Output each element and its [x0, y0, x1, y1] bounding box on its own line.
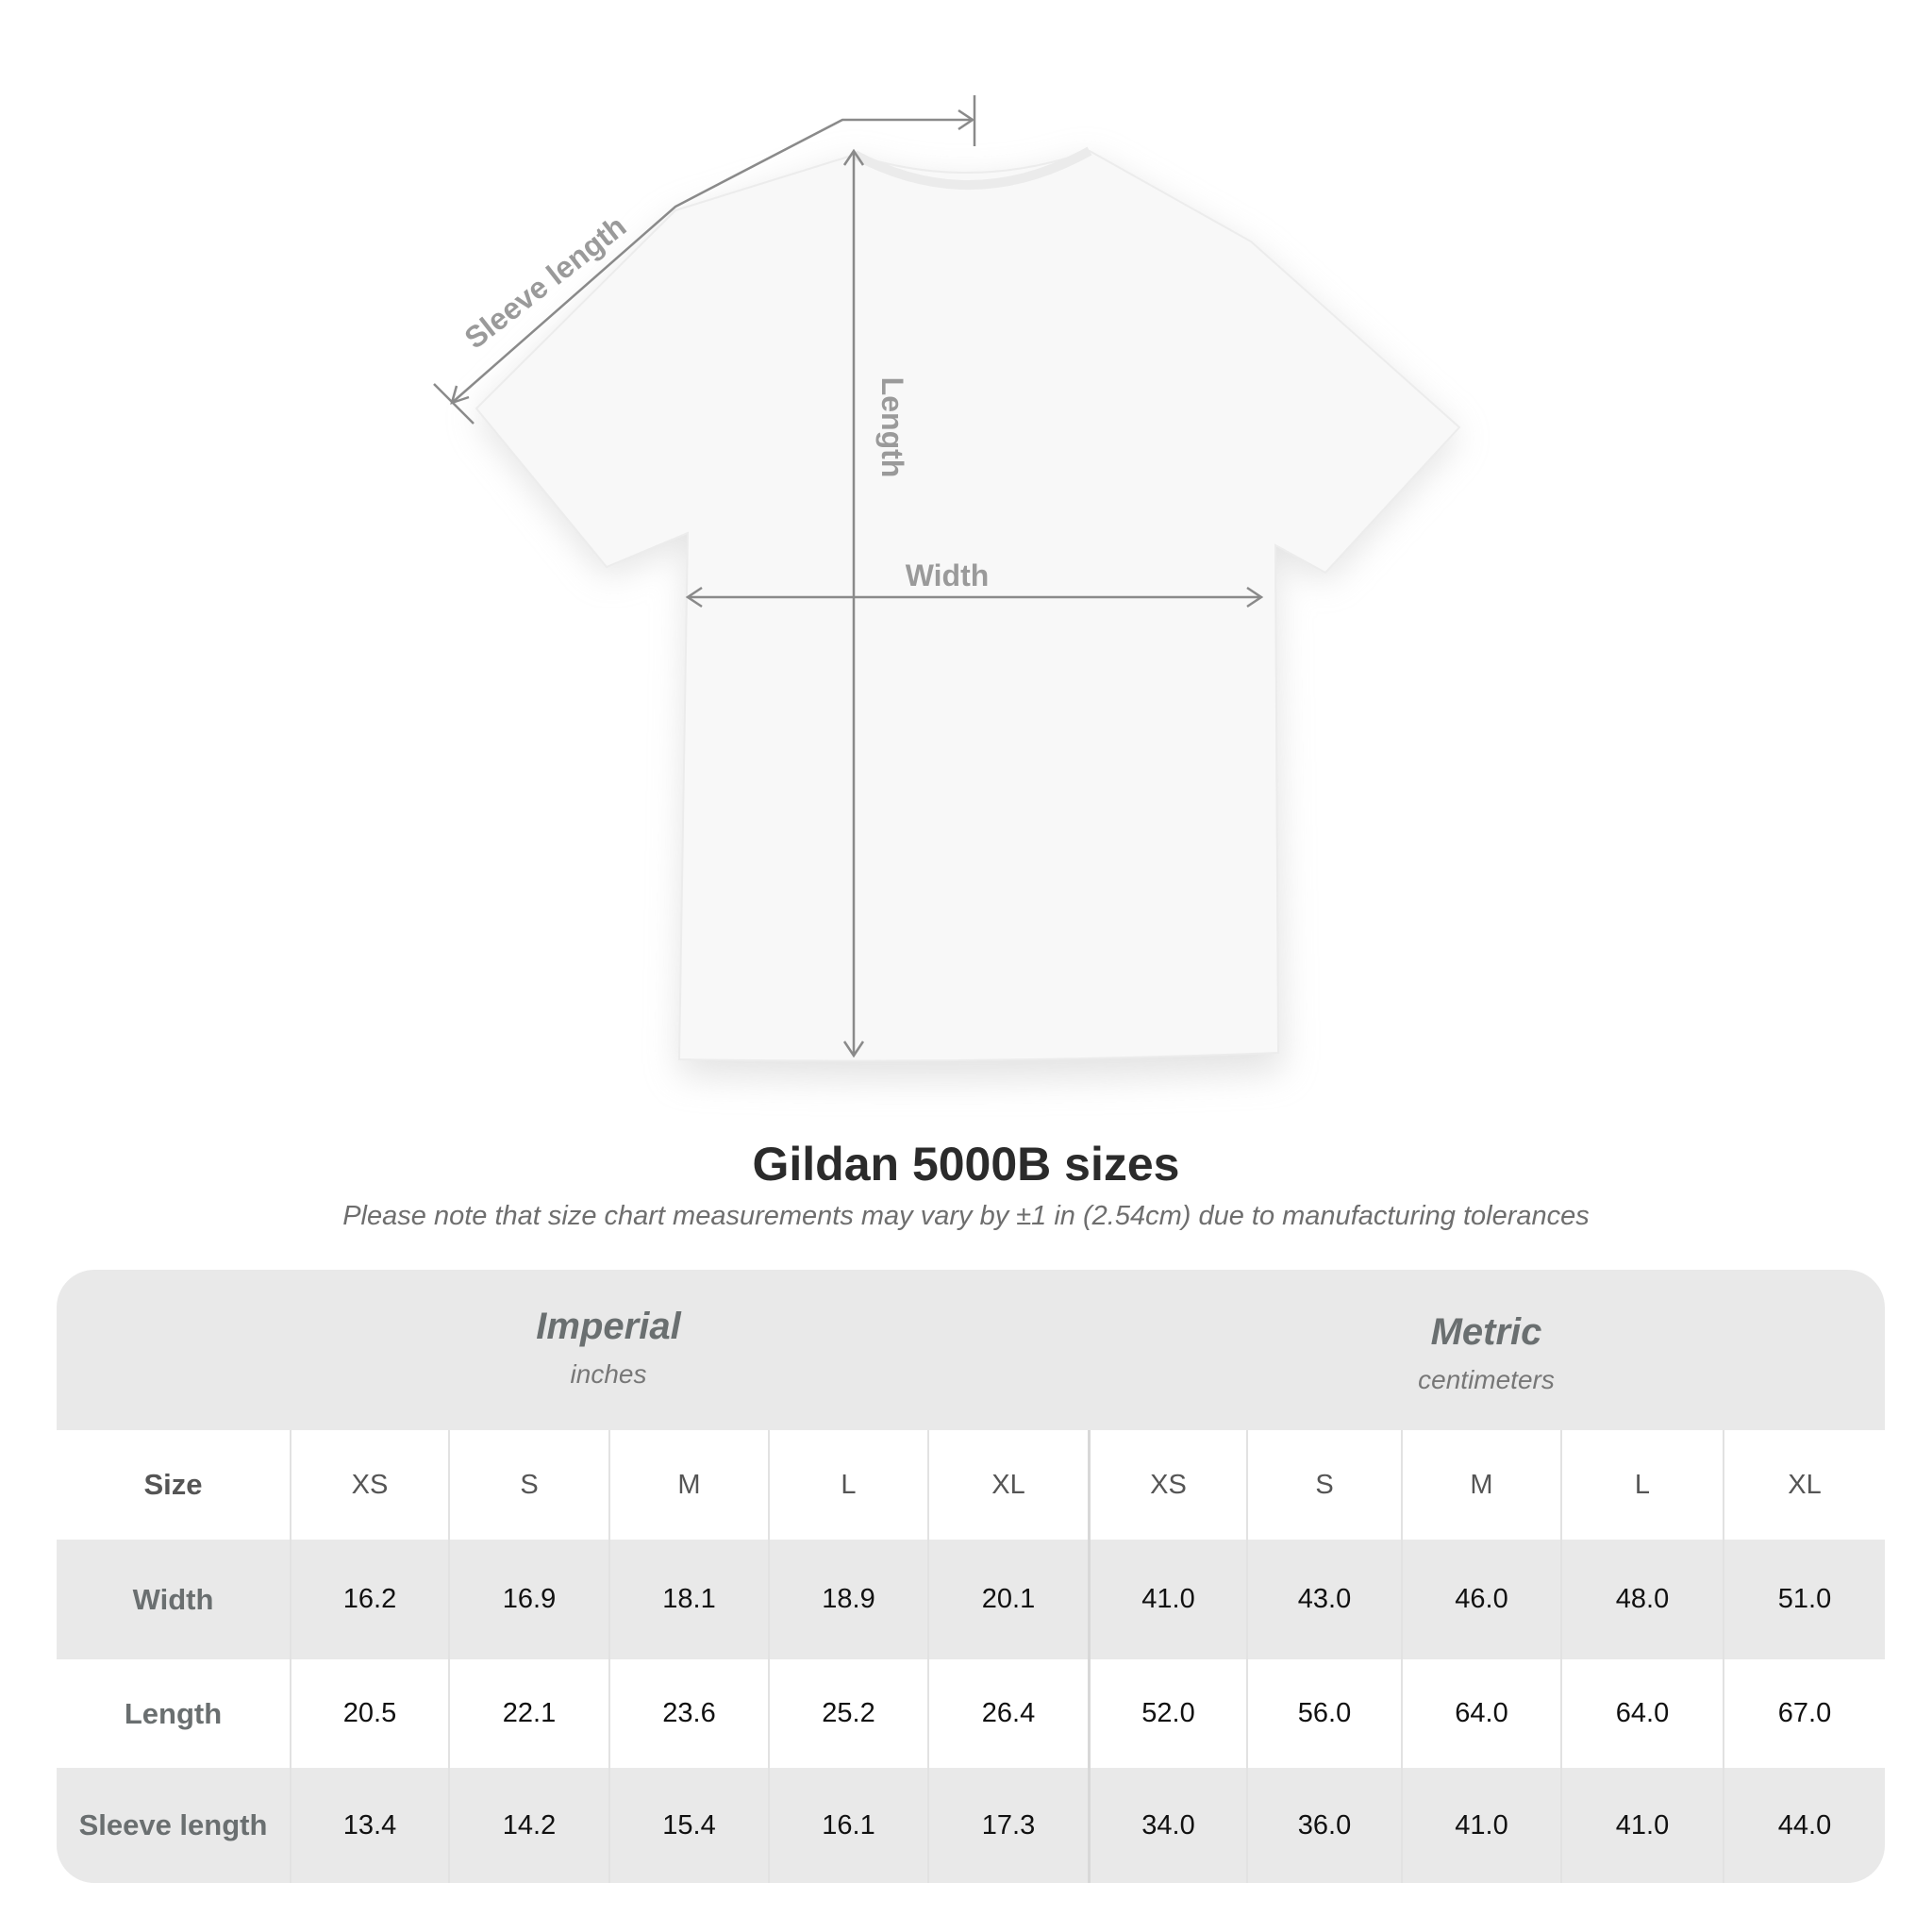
value-cell: 44.0	[1723, 1768, 1885, 1883]
value-cell: 64.0	[1560, 1659, 1723, 1768]
value-cell: 22.1	[448, 1659, 608, 1768]
measure-arrows	[433, 95, 1264, 1058]
group-name: Imperial	[536, 1306, 681, 1347]
value-cell: 41.0	[1088, 1540, 1246, 1659]
group-metric: Metric centimeters	[1088, 1311, 1885, 1395]
value-cell: 17.3	[927, 1768, 1088, 1883]
size-header-cell: XL	[927, 1430, 1088, 1540]
size-header-cell: L	[1560, 1430, 1723, 1540]
row-label: Length	[124, 1696, 223, 1730]
size-header-cell: XL	[1723, 1430, 1885, 1540]
value-cell: 20.5	[290, 1659, 448, 1768]
value-cell: 18.9	[768, 1540, 927, 1659]
value-cell: 16.9	[448, 1540, 608, 1659]
group-unit: centimeters	[1418, 1365, 1555, 1394]
page-title: Gildan 5000B sizes	[752, 1138, 1180, 1191]
value-cell: 18.1	[608, 1540, 768, 1659]
value-cell: 56.0	[1246, 1659, 1401, 1768]
value-cell: 16.2	[290, 1540, 448, 1659]
value-cell: 14.2	[448, 1768, 608, 1883]
value-cell: 46.0	[1401, 1540, 1560, 1659]
group-unit: inches	[570, 1359, 647, 1389]
value-cell: 13.4	[290, 1768, 448, 1883]
size-header-cell: M	[1401, 1430, 1560, 1540]
size-header-cell: M	[608, 1430, 768, 1540]
tshirt-diagram: Sleeve length Length Width	[433, 95, 1461, 1080]
value-cell: 52.0	[1088, 1659, 1246, 1768]
shirt-collar	[852, 146, 1092, 190]
table-row: Length 20.5 22.1 23.6 25.2 26.4 52.0 56.0 64.0 64…	[57, 1659, 1885, 1768]
value-cell: 67.0	[1723, 1659, 1885, 1768]
row-label: Sleeve length	[78, 1808, 268, 1841]
row-label: Width	[132, 1582, 214, 1616]
value-cell: 25.2	[768, 1659, 927, 1768]
value-cell: 16.1	[768, 1768, 927, 1883]
value-cell: 51.0	[1723, 1540, 1885, 1659]
tolerance-note: Please note that size chart measurements…	[342, 1201, 1590, 1231]
size-header-cell: S	[1246, 1430, 1401, 1540]
value-cell: 34.0	[1088, 1768, 1246, 1883]
group-name: Metric	[1430, 1311, 1542, 1353]
group-imperial: Imperial inches	[290, 1306, 927, 1390]
value-cell: 23.6	[608, 1659, 768, 1768]
shirt-body	[475, 149, 1461, 1062]
size-header-cell: XS	[1088, 1430, 1246, 1540]
width-label: Width	[906, 558, 990, 592]
size-header-cell: XS	[290, 1430, 448, 1540]
length-label: Length	[875, 377, 909, 478]
size-header-label: Size	[143, 1468, 203, 1501]
table-row: Sleeve length 13.4 14.2 15.4 16.1 17.3 34.0 36.…	[57, 1768, 1885, 1883]
sleeve-arrow	[451, 118, 973, 404]
table-group-header: Imperial inches Metric centimeters	[57, 1270, 1885, 1430]
value-cell: 36.0	[1246, 1768, 1401, 1883]
value-cell: 15.4	[608, 1768, 768, 1883]
size-header-cell: S	[448, 1430, 608, 1540]
size-table: Imperial inches Metric centimeters Size X…	[57, 1270, 1885, 1883]
size-header-cell: L	[768, 1430, 927, 1540]
size-header-row: Size XS S M L XL XS S M L XL	[57, 1430, 1885, 1540]
table-row: Width 16.2 16.9 18.1 18.9 20.1 41.0 43.0 46.0 48.…	[57, 1540, 1885, 1659]
value-cell: 41.0	[1401, 1768, 1560, 1883]
value-cell: 48.0	[1560, 1540, 1723, 1659]
value-cell: 20.1	[927, 1540, 1088, 1659]
value-cell: 43.0	[1246, 1540, 1401, 1659]
value-cell: 41.0	[1560, 1768, 1723, 1883]
value-cell: 64.0	[1401, 1659, 1560, 1768]
value-cell: 26.4	[927, 1659, 1088, 1768]
